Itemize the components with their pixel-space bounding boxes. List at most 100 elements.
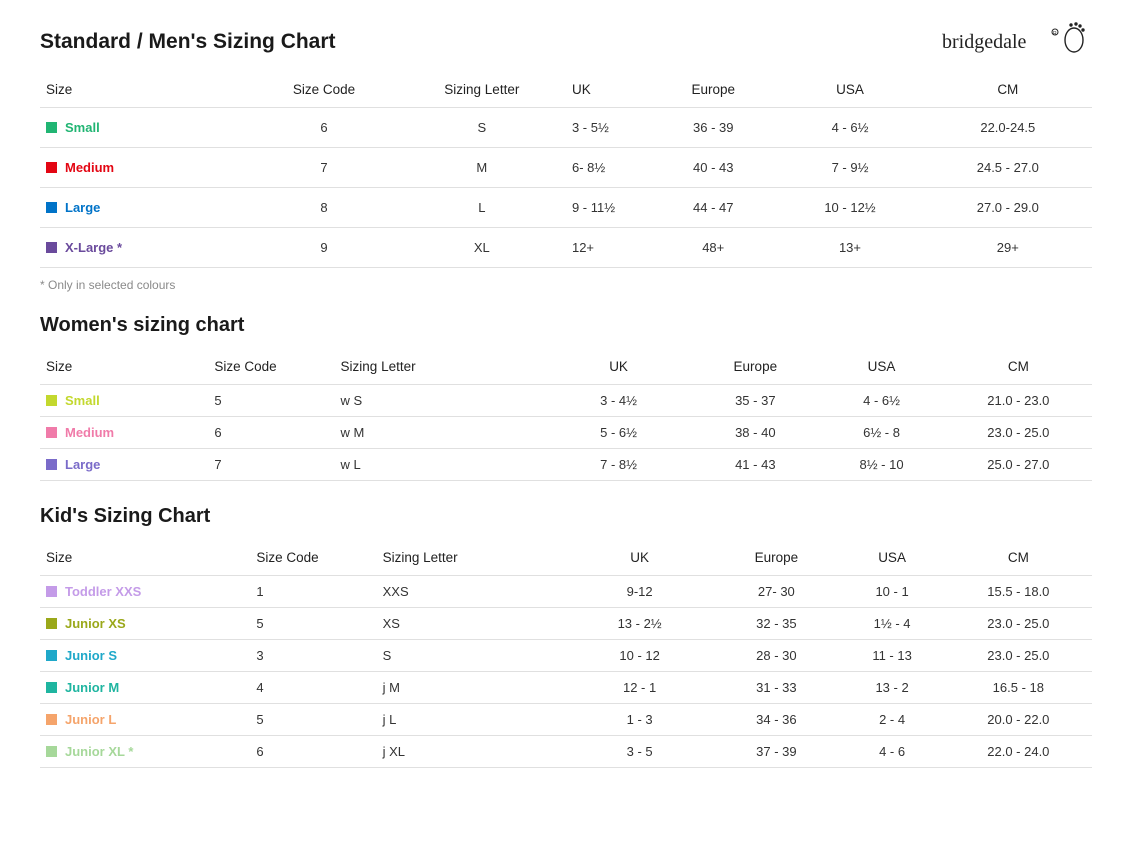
cell-code: 7 (208, 449, 334, 481)
cell-code: 1 (250, 576, 376, 608)
cell-uk: 3 - 4½ (545, 385, 692, 417)
cell-letter: XXS (377, 576, 566, 608)
cell-code: 4 (250, 672, 376, 704)
cell-code: 9 (250, 228, 397, 268)
col-usa: USA (818, 349, 944, 385)
cell-cm: 23.0 - 25.0 (945, 417, 1092, 449)
size-label: Junior XS (65, 616, 126, 631)
kids-chart-title: Kid's Sizing Chart (40, 505, 1092, 528)
size-cell: Small (40, 385, 208, 417)
cell-code: 7 (250, 148, 397, 188)
cell-code: 6 (208, 417, 334, 449)
cell-usa: 4 - 6½ (776, 108, 923, 148)
table-row: Junior XL *6j XL3 - 537 - 394 - 622.0 - … (40, 736, 1092, 768)
cell-cm: 29+ (924, 228, 1092, 268)
size-cell: Junior XS (40, 608, 250, 640)
table-row: Junior S3S10 - 1228 - 3011 - 1323.0 - 25… (40, 640, 1092, 672)
table-row: Junior L5j L1 - 334 - 362 - 420.0 - 22.0 (40, 704, 1092, 736)
col-code: Size Code (250, 72, 397, 108)
cell-europe: 38 - 40 (692, 417, 818, 449)
size-label: Large (65, 457, 100, 472)
size-label-wrap: Junior L (46, 712, 244, 727)
cell-usa: 6½ - 8 (818, 417, 944, 449)
color-swatch-icon (46, 586, 57, 597)
col-usa: USA (839, 540, 944, 576)
page-header: Standard / Men's Sizing Chart bridgedale… (40, 30, 1092, 72)
size-cell: Junior XL * (40, 736, 250, 768)
table-row: X-Large *9XL12+48+13+29+ (40, 228, 1092, 268)
size-label-wrap: Medium (46, 160, 244, 175)
size-label-wrap: Toddler XXS (46, 584, 244, 599)
table-row: Large7w L7 - 8½41 - 438½ - 1025.0 - 27.0 (40, 449, 1092, 481)
size-cell: Large (40, 449, 208, 481)
size-label-wrap: Junior M (46, 680, 244, 695)
size-label: Medium (65, 425, 114, 440)
cell-cm: 23.0 - 25.0 (945, 640, 1092, 672)
color-swatch-icon (46, 618, 57, 629)
svg-text:bridgedale: bridgedale (942, 31, 1027, 53)
size-label-wrap: Large (46, 457, 202, 472)
size-cell: Junior M (40, 672, 250, 704)
cell-europe: 37 - 39 (713, 736, 839, 768)
table-row: Junior XS5XS13 - 2½32 - 351½ - 423.0 - 2… (40, 608, 1092, 640)
cell-cm: 25.0 - 27.0 (945, 449, 1092, 481)
table-header-row: Size Size Code Sizing Letter UK Europe U… (40, 72, 1092, 108)
bridgedale-logo-icon: bridgedale R (942, 20, 1092, 60)
cell-usa: 2 - 4 (839, 704, 944, 736)
cell-letter: L (398, 188, 566, 228)
col-cm: CM (945, 349, 1092, 385)
size-label-wrap: Small (46, 393, 202, 408)
col-europe: Europe (713, 540, 839, 576)
mens-footnote: * Only in selected colours (40, 278, 1092, 292)
col-letter: Sizing Letter (335, 349, 545, 385)
cell-code: 5 (208, 385, 334, 417)
color-swatch-icon (46, 650, 57, 661)
color-swatch-icon (46, 459, 57, 470)
cell-uk: 7 - 8½ (545, 449, 692, 481)
cell-uk: 10 - 12 (566, 640, 713, 672)
size-cell: X-Large * (40, 228, 250, 268)
cell-uk: 3 - 5½ (566, 108, 650, 148)
table-row: Junior M4j M12 - 131 - 3313 - 216.5 - 18 (40, 672, 1092, 704)
cell-letter: w L (335, 449, 545, 481)
table-row: Medium6w M5 - 6½38 - 406½ - 823.0 - 25.0 (40, 417, 1092, 449)
cell-letter: j M (377, 672, 566, 704)
size-label: Junior L (65, 712, 116, 727)
cell-europe: 44 - 47 (650, 188, 776, 228)
cell-europe: 28 - 30 (713, 640, 839, 672)
size-label: Medium (65, 160, 114, 175)
col-europe: Europe (650, 72, 776, 108)
table-row: Large8L9 - 11½44 - 4710 - 12½27.0 - 29.0 (40, 188, 1092, 228)
cell-cm: 24.5 - 27.0 (924, 148, 1092, 188)
cell-letter: M (398, 148, 566, 188)
col-size: Size (40, 72, 250, 108)
col-code: Size Code (250, 540, 376, 576)
size-label: Small (65, 120, 100, 135)
size-label: Large (65, 200, 100, 215)
cell-europe: 31 - 33 (713, 672, 839, 704)
color-swatch-icon (46, 395, 57, 406)
cell-usa: 7 - 9½ (776, 148, 923, 188)
cell-letter: j L (377, 704, 566, 736)
cell-letter: w S (335, 385, 545, 417)
cell-cm: 22.0 - 24.0 (945, 736, 1092, 768)
col-uk: UK (566, 72, 650, 108)
cell-code: 3 (250, 640, 376, 672)
size-cell: Medium (40, 148, 250, 188)
size-cell: Small (40, 108, 250, 148)
cell-uk: 12 - 1 (566, 672, 713, 704)
color-swatch-icon (46, 202, 57, 213)
kids-sizing-table: Size Size Code Sizing Letter UK Europe U… (40, 540, 1092, 768)
size-label-wrap: X-Large * (46, 240, 244, 255)
cell-letter: w M (335, 417, 545, 449)
table-header-row: Size Size Code Sizing Letter UK Europe U… (40, 349, 1092, 385)
size-label: X-Large * (65, 240, 122, 255)
brand-logo: bridgedale R (942, 20, 1092, 65)
cell-letter: XL (398, 228, 566, 268)
size-cell: Junior L (40, 704, 250, 736)
cell-usa: 4 - 6½ (818, 385, 944, 417)
size-label: Junior M (65, 680, 119, 695)
color-swatch-icon (46, 746, 57, 757)
cell-code: 5 (250, 608, 376, 640)
col-cm: CM (945, 540, 1092, 576)
